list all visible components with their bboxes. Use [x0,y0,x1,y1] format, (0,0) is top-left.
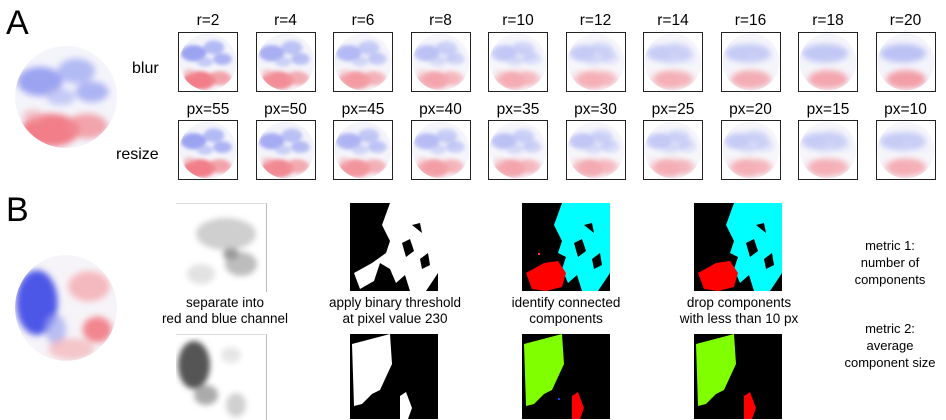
blur-thumbnail [333,32,393,92]
resize-thumbnail [410,120,471,180]
resize-param-label: px=50 [264,101,307,118]
red-components-image [522,203,610,291]
step-caption-connected: identify connected components [496,295,636,327]
blur-param-label: r=6 [351,12,375,29]
blur-param-label: r=10 [502,12,534,29]
panel-a-letter: A [6,4,29,42]
row-label-resize: resize [116,146,159,163]
resize-thumbnail [720,120,781,180]
panel-b-source-map [14,254,118,362]
step-text: identify connected components [511,295,621,326]
red-filtered-components-image [694,203,782,291]
blur-thumbnail [565,32,626,92]
row-label-blur: blur [132,60,159,77]
metric-2-label: metric 2: average component size [844,321,936,370]
step-caption-threshold: apply binary threshold at pixel value 23… [310,295,480,327]
blur-param-label: r=14 [657,12,689,29]
step-text: separate into red and blue channel [161,295,289,326]
resize-thumbnail [255,120,316,180]
resize-param-label: px=20 [729,101,772,118]
resize-param-label: px=10 [884,101,927,118]
panel-a-source-map [14,45,118,149]
blur-param-label: r=12 [579,12,612,29]
resize-thumbnail [875,120,936,180]
blur-param-label: r=16 [734,12,767,29]
step-caption-separate: separate into red and blue channel [160,295,290,327]
resize-param-label: px=15 [806,101,850,118]
red-channel-image [176,203,267,292]
resize-thumbnail [488,120,548,180]
blur-thumbnail [875,32,936,92]
resize-param-label: px=55 [186,101,230,118]
blur-thumbnail [488,32,548,92]
blur-thumbnail [643,32,703,92]
resize-param-label: px=30 [574,101,617,118]
resize-thumbnail [178,120,238,180]
blur-thumbnail [178,32,238,92]
resize-param-label: px=35 [496,101,540,118]
resize-thumbnail [643,120,703,180]
blur-thumbnail [720,32,781,92]
blur-thumbnail [410,32,471,92]
resize-param-label: px=25 [651,101,695,118]
blue-channel-image [176,334,267,420]
blur-param-label: r=2 [196,12,220,29]
step-text: apply binary threshold at pixel value 23… [328,295,462,326]
blur-param-label: r=4 [274,12,297,29]
blur-param-label: r=8 [429,12,452,29]
blur-thumbnail [255,32,316,92]
resize-thumbnail [798,120,858,180]
blue-filtered-components-image [694,334,782,419]
step-caption-drop: drop components with less than 10 px [664,295,814,327]
resize-thumbnail [333,120,393,180]
blur-param-label: r=20 [889,12,922,29]
resize-param-label: px=45 [341,101,385,118]
blur-param-label: r=18 [812,12,844,29]
blur-thumbnail [798,32,858,92]
blue-threshold-image [350,334,438,419]
blue-components-image [522,334,610,419]
step-text: drop components with less than 10 px [679,295,799,326]
panel-b-letter: B [6,191,29,229]
metric-1-label: metric 1: number of components [854,238,926,287]
red-threshold-image [350,203,438,291]
resize-param-label: px=40 [419,101,462,118]
resize-thumbnail [565,120,626,180]
